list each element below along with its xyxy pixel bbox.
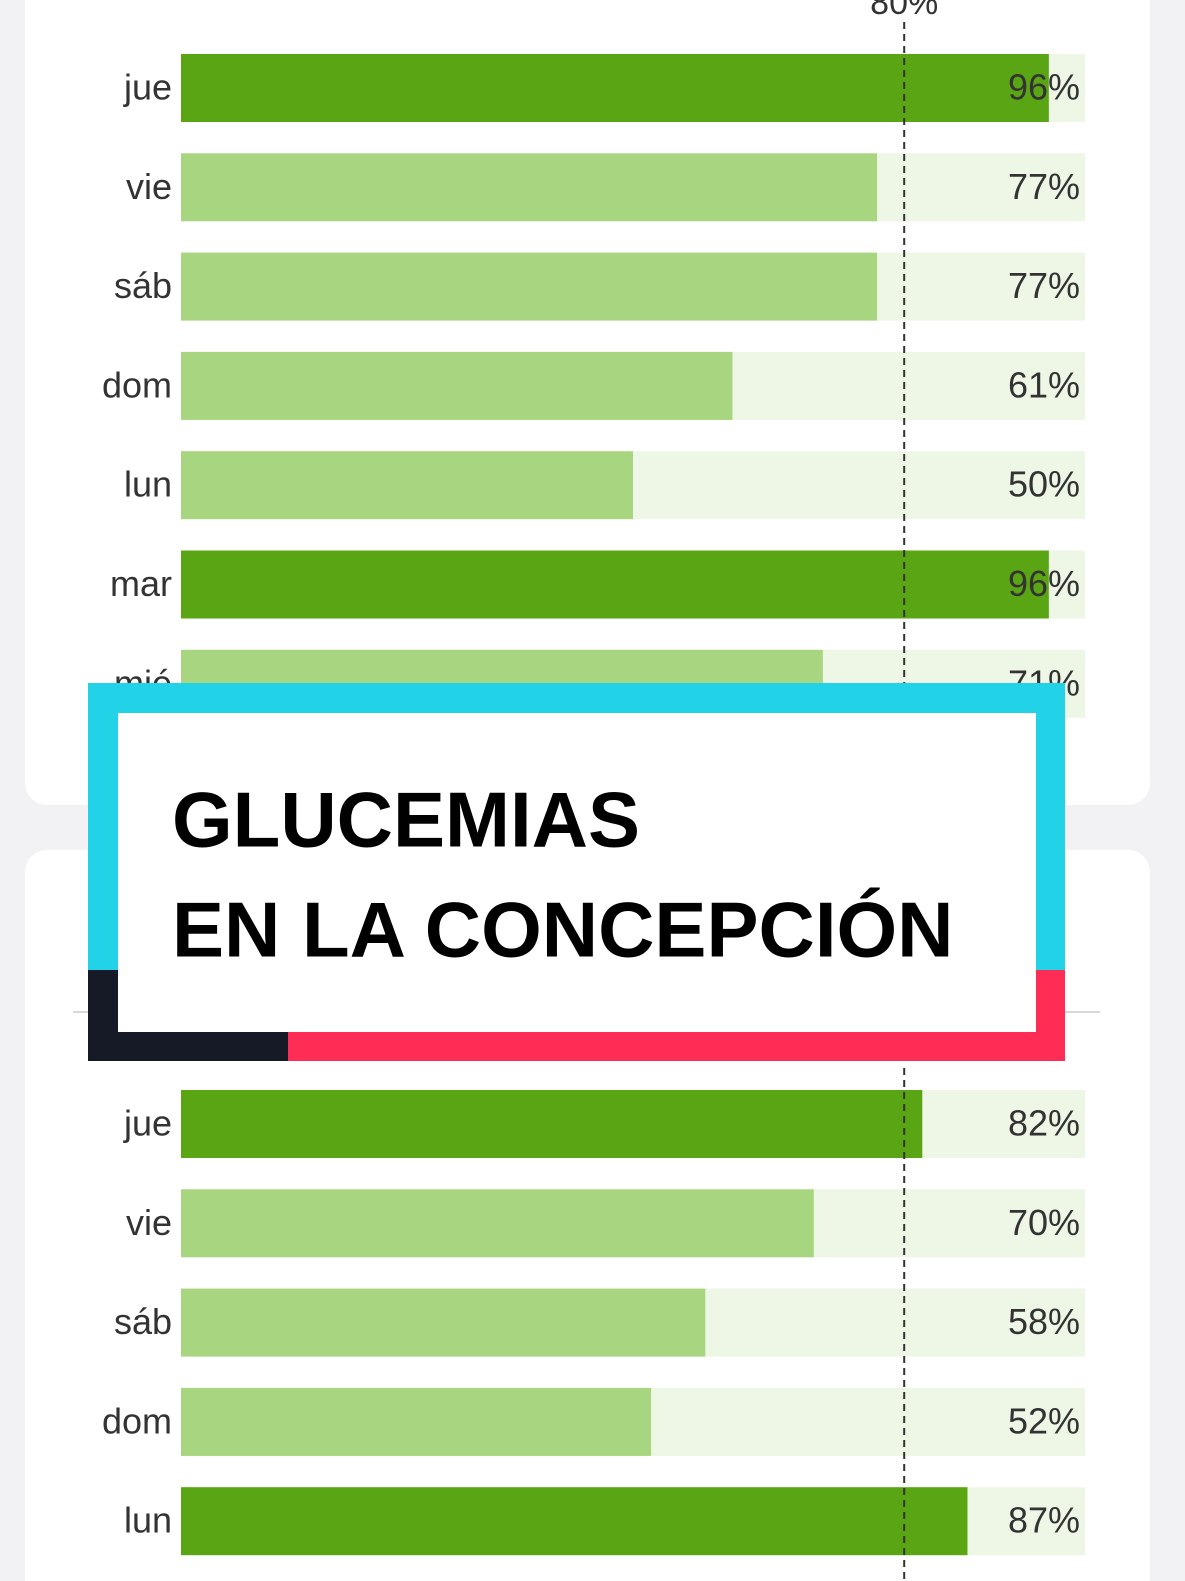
reference-label: 80% <box>870 0 938 22</box>
category-label: vie <box>126 1202 172 1243</box>
category-label: sáb <box>114 265 172 306</box>
value-label: 87% <box>1008 1500 1080 1541</box>
category-label: sáb <box>114 1301 172 1342</box>
bar <box>181 1090 923 1158</box>
bar <box>181 153 878 222</box>
bar <box>181 550 1049 619</box>
bar <box>181 54 1049 122</box>
value-label: 82% <box>1008 1103 1080 1144</box>
category-label: jue <box>123 1103 172 1144</box>
value-label: 77% <box>1008 265 1080 306</box>
bar <box>181 1288 706 1357</box>
category-label: mar <box>110 563 172 604</box>
bar <box>181 252 878 321</box>
value-label: 58% <box>1008 1301 1080 1342</box>
value-label: 70% <box>1008 1202 1080 1243</box>
charts: jue 96%vie 77%sáb 77%dom 61%lun 50%mar 96%mié 7… <box>102 0 1085 1581</box>
value-label: 96% <box>1008 67 1080 108</box>
bar <box>181 1487 968 1556</box>
value-label: 61% <box>1008 364 1080 405</box>
category-label: lun <box>124 1500 172 1541</box>
category-label: dom <box>102 1400 172 1441</box>
banner-title: EN LA CONCEPCIÓN <box>172 886 954 974</box>
bar <box>181 351 733 420</box>
category-label: vie <box>126 166 172 207</box>
category-label: dom <box>102 364 172 405</box>
banner-title: GLUCEMIAS <box>172 776 640 864</box>
banner-panel <box>118 713 1036 1032</box>
category-label: lun <box>124 464 172 505</box>
value-label: 50% <box>1008 464 1080 505</box>
bar <box>181 451 633 520</box>
bar <box>181 1189 814 1258</box>
category-label: jue <box>123 67 172 108</box>
value-label: 96% <box>1008 563 1080 604</box>
value-label: 77% <box>1008 166 1080 207</box>
title-banner: GLUCEMIAS EN LA CONCEPCIÓN <box>88 683 1065 1061</box>
value-label: 52% <box>1008 1400 1080 1441</box>
bar <box>181 1387 652 1456</box>
